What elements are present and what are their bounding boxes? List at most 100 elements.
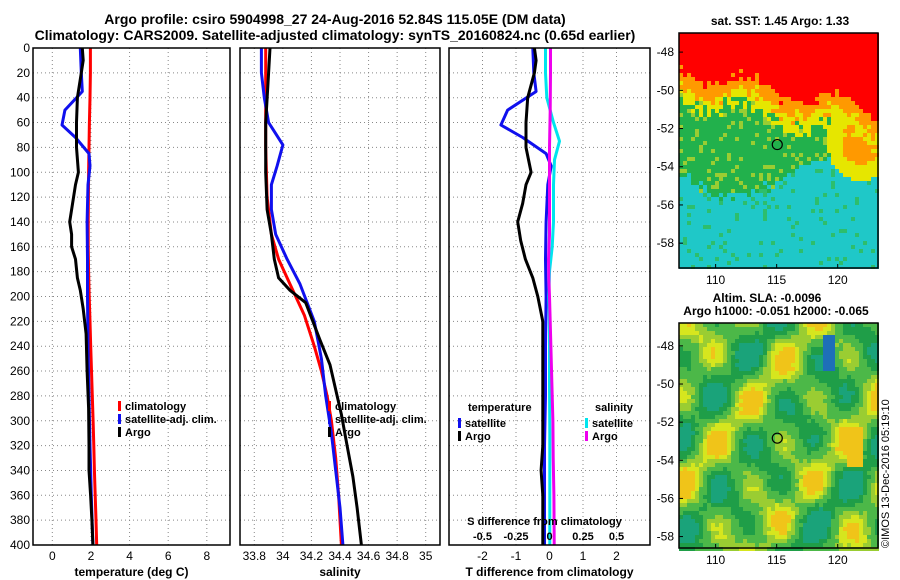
y-tick-label: -58 (657, 236, 675, 250)
sla_map-heatmap-cell (799, 399, 807, 403)
sla_map-heatmap-cell (863, 447, 867, 451)
y-tick-label: -50 (657, 83, 675, 97)
sla_map-heatmap-cell (731, 407, 739, 411)
x-tick-label: -1 (511, 549, 522, 563)
sst_map-heatmap-cell (711, 81, 715, 85)
sla_map-heatmap-cell (807, 399, 823, 403)
sla_map-heatmap-cell (875, 479, 879, 483)
sla_map-heatmap-cell (791, 483, 795, 487)
legend-title-salinity: salinity (595, 402, 634, 414)
sla_map-heatmap-cell (795, 483, 799, 487)
sla_map-heatmap-cell (803, 363, 807, 367)
sst_map-heatmap-cell (715, 161, 799, 165)
sla_map-heatmap-cell (739, 451, 747, 455)
sla_map-heatmap-cell (747, 463, 751, 467)
sst_map-heatmap-cell (679, 37, 879, 41)
sst_map-heatmap-cell (727, 81, 759, 85)
sla_map-heatmap-cell (875, 471, 879, 475)
sla_map-heatmap-cell (783, 447, 787, 451)
sst_map-heatmap-cell (711, 185, 719, 189)
sla_map-heatmap-cell (807, 331, 827, 335)
sst_map-heatmap-cell (795, 109, 799, 113)
sla_map-heatmap-cell (727, 359, 731, 363)
sla_map-heatmap-cell (791, 519, 795, 523)
sla_map-heatmap-cell (807, 363, 815, 367)
sla_map-heatmap-cell (767, 347, 771, 351)
sla_map-heatmap-cell (715, 355, 723, 359)
sst_map-heatmap-cell (827, 221, 879, 225)
sla_map-heatmap-cell (839, 515, 851, 519)
sla_map-heatmap-cell (679, 427, 691, 431)
sla_map-heatmap-cell (791, 507, 799, 511)
sla_map-heatmap-cell (799, 323, 803, 327)
sla_map-heatmap-cell (699, 495, 703, 499)
sst_map-heatmap-cell (715, 157, 719, 161)
sst_map-heatmap-cell (875, 137, 879, 141)
sla_map-heatmap-cell (863, 343, 871, 347)
sla_map-heatmap-cell (823, 347, 835, 351)
profile-location-marker (771, 138, 783, 151)
sst_map-heatmap-cell (679, 105, 695, 109)
sst_map-heatmap-cell (759, 121, 763, 125)
sla_map-heatmap-cell (707, 487, 711, 491)
sla_map-heatmap-cell (779, 475, 783, 479)
sla_map-heatmap-cell (731, 439, 735, 443)
sst_map-heatmap-cell (819, 197, 855, 201)
sla_map-heatmap-cell (699, 391, 703, 395)
sla_map-heatmap-cell (739, 335, 775, 339)
sst_map-heatmap-cell (703, 81, 707, 85)
sst_map-heatmap-cell (827, 157, 831, 161)
sst_map-heatmap-cell (763, 181, 767, 185)
sla_map-heatmap-cell (711, 351, 715, 355)
sla_map-heatmap-cell (799, 355, 803, 359)
sst_map-heatmap-cell (775, 197, 815, 201)
sla_map-heatmap-cell (823, 359, 835, 363)
sst_map-heatmap-cell (719, 233, 723, 237)
sla_map-heatmap-cell (735, 539, 743, 543)
sla_map-heatmap-cell (679, 343, 699, 347)
sst_map-heatmap-cell (871, 149, 879, 153)
sla_map-heatmap-cell (795, 467, 803, 471)
y-tick-label: 100 (10, 165, 30, 179)
sst_map-heatmap-cell (763, 209, 767, 213)
sst_map-heatmap-cell (771, 125, 775, 129)
sst_map-heatmap-cell (775, 205, 779, 209)
sla_map-heatmap-cell (739, 439, 743, 443)
sla_map-heatmap-cell (743, 531, 755, 535)
sla_map-heatmap-cell (751, 511, 759, 515)
sst_map-heatmap-cell (843, 129, 855, 133)
sst_map-heatmap-cell (799, 249, 803, 253)
sla_map-heatmap-cell (679, 471, 695, 475)
sla_map-heatmap-cell (803, 367, 807, 371)
sla_map-heatmap-cell (679, 355, 691, 359)
sst_map-heatmap-cell (799, 161, 803, 165)
sst_map-heatmap-cell (699, 185, 703, 189)
sla_map-heatmap-cell (779, 491, 787, 495)
sla_map-heatmap-cell (763, 515, 767, 519)
sla_map-heatmap-cell (759, 511, 767, 515)
sla_map-heatmap-cell (771, 523, 787, 527)
sst_map-heatmap-cell (731, 153, 783, 157)
sst_map-heatmap-cell (751, 105, 779, 109)
sst_map-heatmap-cell (703, 257, 715, 261)
sst_map-heatmap-cell (815, 109, 843, 113)
sla_map-heatmap-cell (767, 391, 771, 395)
sla_map-heatmap-cell (815, 363, 823, 367)
sla_map-heatmap-cell (815, 503, 819, 507)
sst_map-heatmap-cell (827, 133, 847, 137)
sla_map-heatmap-cell (703, 335, 723, 339)
sla_map-heatmap-cell (847, 419, 871, 423)
sst_map-heatmap-cell (779, 249, 783, 253)
sst_map-heatmap-cell (715, 173, 727, 177)
sla_map-heatmap-cell (799, 367, 803, 371)
sla_map-heatmap-cell (819, 435, 823, 439)
sla_map-heatmap-cell (691, 491, 695, 495)
sla_map-heatmap-cell (691, 423, 699, 427)
sla_map-heatmap-cell (759, 467, 787, 471)
sla_map-heatmap-cell (739, 407, 743, 411)
sst_map-heatmap-cell (747, 97, 755, 101)
sst_map-heatmap-cell (771, 137, 775, 141)
sla_map-heatmap-cell (859, 523, 863, 527)
sla_map-heatmap-cell (863, 527, 871, 531)
sst_map-heatmap-cell (755, 173, 759, 177)
